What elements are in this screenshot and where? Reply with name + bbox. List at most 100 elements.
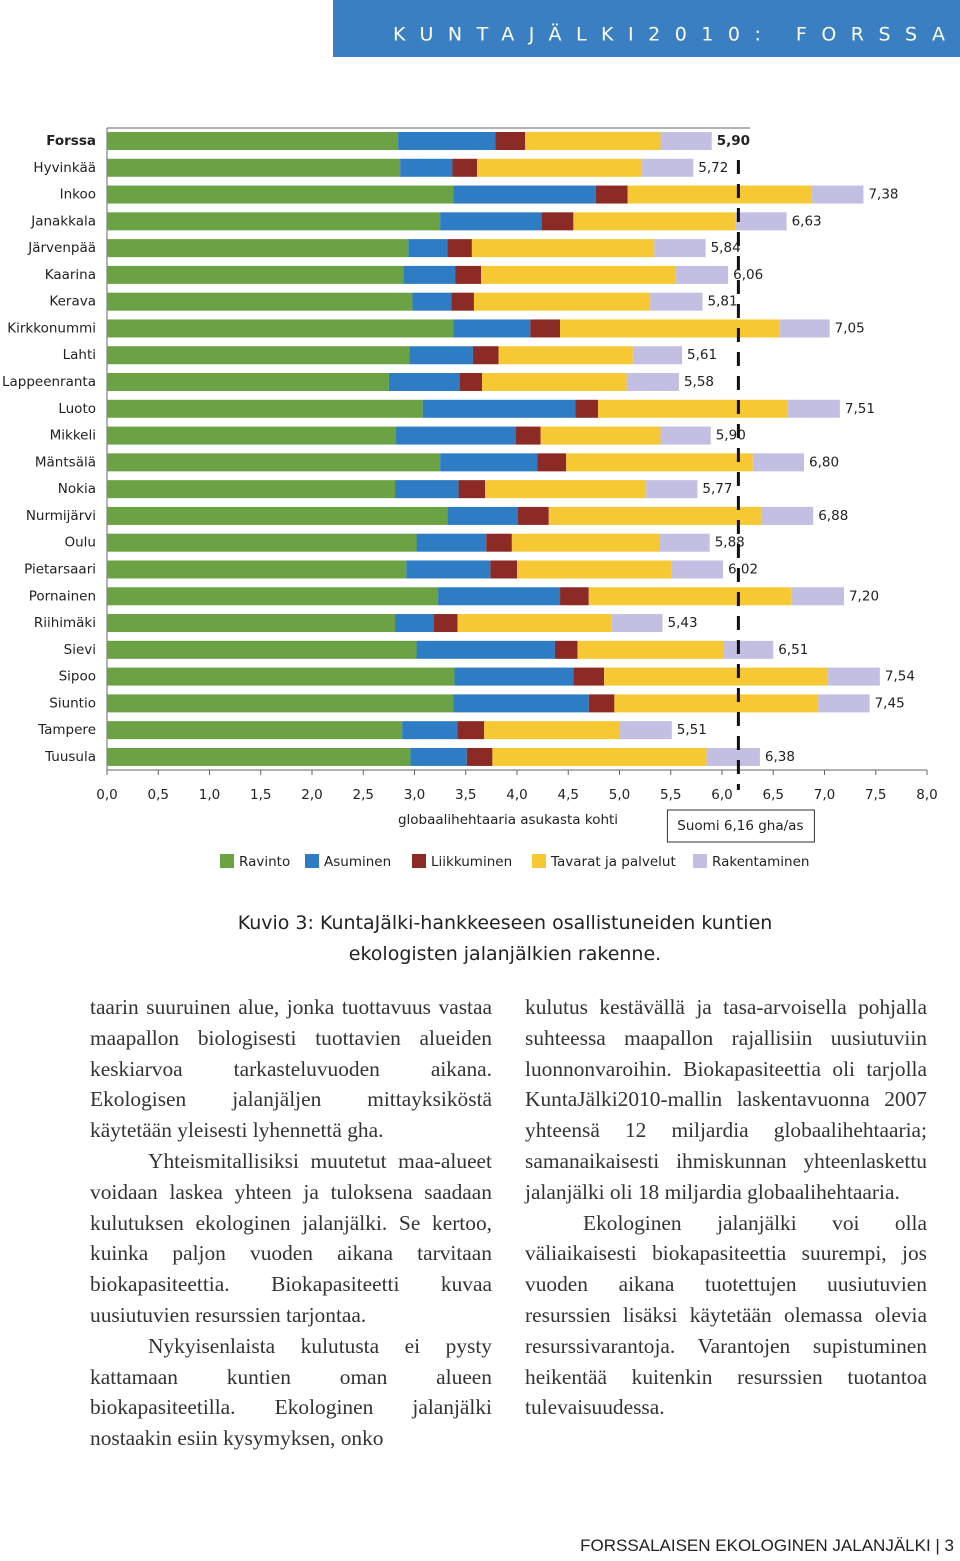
category-label: Mäntsälä [35,454,96,470]
bar-segment [453,319,531,338]
total-label: 7,38 [868,187,898,203]
x-tick-label: 7,5 [865,787,886,803]
bar-segment [422,399,576,418]
x-tick-label: 3,0 [404,787,425,803]
bar-segment [560,587,589,606]
bar-segment [511,533,660,552]
bar-segment [642,158,694,177]
bar-segment [477,158,643,177]
bar-segment [548,506,761,525]
reference-label: Suomi 6,16 gha/as [677,818,803,834]
x-tick-label: 6,5 [763,787,784,803]
category-label: Forssa [46,133,96,149]
legend-label: Rakentaminen [712,854,809,870]
bar-segment [440,212,542,231]
x-tick-label: 4,5 [558,787,579,803]
category-label: Luoto [58,401,96,417]
bar-segment [675,265,729,284]
bar-segment [457,721,485,740]
page-footer: FORSSALAISEN EKOLOGINEN JALANJÄLKI | 3 [580,1536,954,1555]
bar-segment [107,453,441,472]
legend-label: Tavarat ja palvelut [550,854,676,870]
category-label: Pietarsaari [24,561,96,577]
legend-swatch [532,854,546,868]
category-label: Mikkeli [50,428,96,444]
bar-segment [646,480,698,499]
bar-segment [811,185,864,204]
category-label: Lappeenranta [2,374,96,390]
total-label: 6,88 [818,508,848,524]
bar-segment [388,373,460,392]
header-title: KUNTAJÄLKI2010: FORSSA [393,23,959,46]
category-label: Kirkkonummi [7,320,96,336]
bar-segment [660,426,711,445]
bar-segment [416,640,555,659]
bar-segment [107,132,399,150]
bar-segment [107,747,411,766]
bar-segment [604,667,828,686]
bar-segment [452,158,478,177]
bar-segment [472,346,499,365]
bar-segment [492,747,707,766]
bar-segment [107,319,454,338]
total-label: 5,90 [717,133,750,149]
bar-segment [107,373,389,392]
bar-segment [485,480,647,499]
paragraph: kulutus kestävällä ja tasa-arvoisella po… [525,995,927,1204]
category-label: Lahti [63,347,96,363]
total-label: 7,54 [885,669,915,685]
bar-segment [107,614,396,633]
category-label: Riihimäki [34,615,96,631]
paragraph: Nykyisenlaista kulutusta ei pysty kattam… [90,1333,492,1451]
bar-segment [515,426,541,445]
bar-segment [454,667,574,686]
x-tick-label: 2,5 [353,787,374,803]
bar-segment [107,587,439,606]
x-tick-label: 0,0 [96,787,117,803]
total-label: 5,72 [698,160,728,176]
x-tick-label: 2,0 [301,787,322,803]
bar-segment [735,212,787,231]
total-label: 5,43 [668,615,698,631]
bar-segment [723,640,774,659]
legend-swatch [412,854,426,868]
bar-segment [107,694,454,713]
bar-segment [787,399,840,418]
bar-segment [498,346,633,365]
category-label: Kerava [49,294,96,310]
bar-segment [440,453,538,472]
bar-segment [466,747,493,766]
total-label: 5,58 [684,374,714,390]
bar-segment [660,132,712,150]
bar-segment [588,694,615,713]
total-label: 6,06 [733,267,763,283]
category-label: Inkoo [60,187,96,203]
bar-segment [395,480,459,499]
x-tick-label: 1,5 [250,787,271,803]
paragraph: Ekologinen jalanjälki voi olla väliaikai… [525,1210,927,1420]
bar-segment [406,560,491,579]
reference-box [666,809,815,843]
bar-segment [412,292,452,311]
bar-segment [779,319,830,338]
x-tick-label: 0,5 [148,787,169,803]
bar-segment [107,346,410,365]
total-label: 5,84 [711,240,741,256]
category-label: Nurmijärvi [26,508,96,524]
total-label: 5,88 [715,535,745,551]
total-label: 5,81 [708,294,738,310]
category-label: Janakkala [30,213,96,229]
total-label: 7,51 [845,401,875,417]
bar-segment [438,587,561,606]
bar-segment [107,667,455,686]
bar-segment [395,614,434,633]
bar-segment [107,212,441,231]
bar-segment [560,319,780,338]
bar-segment [588,587,792,606]
bar-segment [398,132,496,150]
bar-segment [416,533,487,552]
bar-segment [706,747,760,766]
bar-segment [554,640,578,659]
bar-segment [595,185,628,204]
